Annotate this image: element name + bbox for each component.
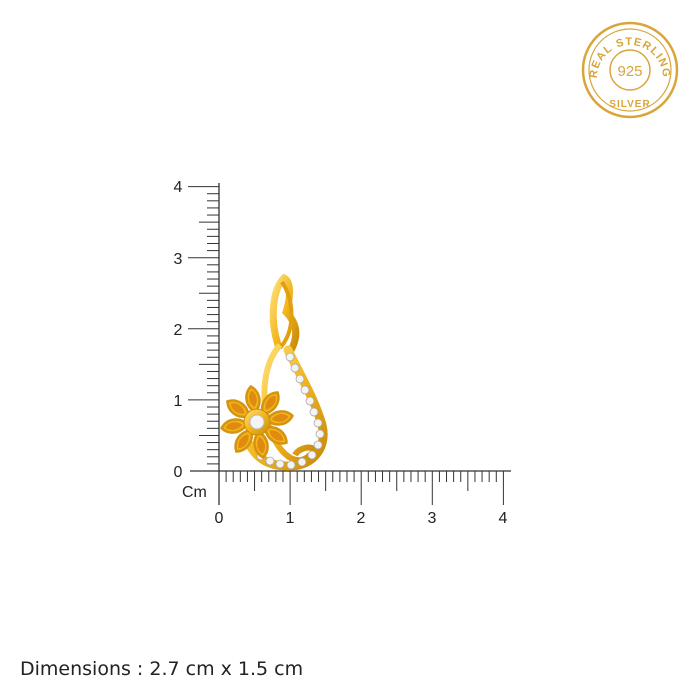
y-tick-label: 0: [174, 464, 183, 481]
flower-petal-cutout: [225, 422, 243, 431]
x-tick-label: 4: [499, 510, 508, 527]
ruler: Cm 0 1 2 3 4 0 1 2 3 4: [174, 179, 511, 527]
sterling-silver-badge: REAL STERLING 925 SILVER: [581, 21, 679, 119]
stone: [305, 396, 315, 406]
x-tick-label: 0: [215, 510, 224, 527]
pendant-stones: [256, 352, 325, 470]
stone: [315, 429, 325, 439]
flower-petal-cutout: [248, 390, 257, 408]
badge-bottom-text: SILVER: [609, 99, 650, 110]
dimensions-text: Dimensions : 2.7 cm x 1.5 cm: [20, 658, 304, 680]
stone: [309, 407, 319, 417]
stone: [313, 440, 323, 450]
stone: [275, 459, 285, 469]
pendant: [220, 273, 328, 471]
y-tick-label: 4: [174, 179, 183, 196]
y-tick-label: 1: [174, 393, 183, 410]
flower-petal-cutout: [257, 436, 266, 454]
badge-center-text: 925: [617, 63, 642, 80]
stone: [295, 374, 305, 384]
flower-petal-cutout: [271, 413, 289, 422]
stone: [297, 457, 307, 467]
stone: [313, 418, 323, 428]
flower-petal-cutout: [269, 430, 284, 441]
x-tick-label: 3: [428, 510, 437, 527]
stone: [300, 385, 310, 395]
flower-motif: [220, 385, 294, 459]
stone: [265, 456, 275, 466]
flower-petal-cutout: [230, 403, 245, 414]
x-tick-label: 1: [286, 510, 295, 527]
stone: [285, 352, 295, 362]
stone: [307, 450, 317, 460]
ruler-unit-label: Cm: [182, 484, 207, 501]
y-tick-label: 3: [174, 251, 183, 268]
x-tick-label: 2: [357, 510, 366, 527]
y-tick-label: 2: [174, 322, 183, 339]
flower-petal-cutout: [238, 434, 249, 449]
stone: [286, 460, 296, 470]
flower-petal-cutout: [265, 395, 276, 410]
stone: [290, 363, 300, 373]
